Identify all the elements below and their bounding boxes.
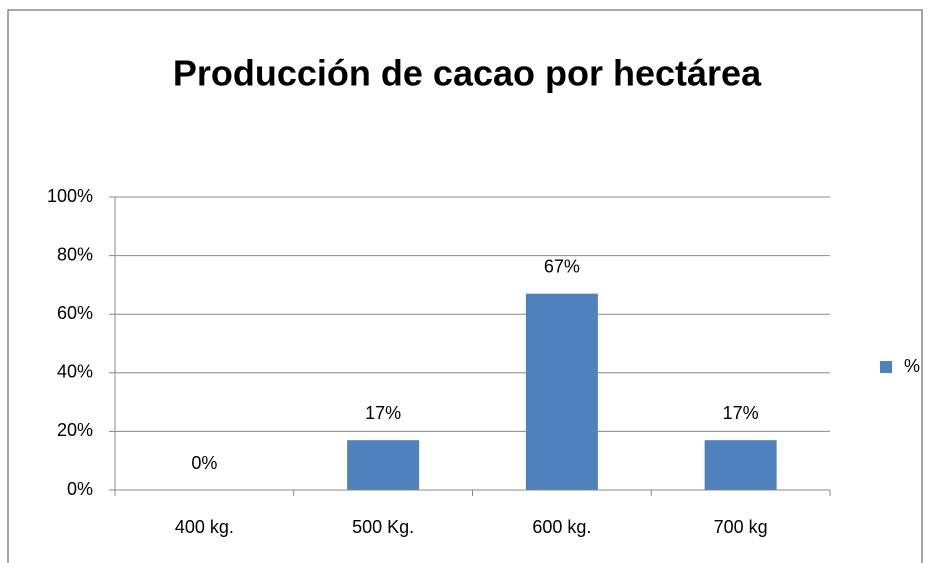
chart-border bbox=[7, 9, 923, 563]
bar bbox=[525, 293, 598, 490]
value-label: 17% bbox=[365, 403, 401, 423]
bar bbox=[704, 440, 777, 490]
y-tick-label: 0% bbox=[67, 479, 93, 499]
value-label: 17% bbox=[723, 403, 759, 423]
y-tick-label: 60% bbox=[57, 303, 93, 323]
x-tick-label: 500 Kg. bbox=[352, 517, 414, 537]
value-label: 0% bbox=[191, 453, 217, 473]
y-tick-label: 20% bbox=[57, 420, 93, 440]
legend-swatch bbox=[880, 361, 892, 373]
y-tick-label: 80% bbox=[57, 244, 93, 264]
value-label: 67% bbox=[544, 256, 580, 276]
x-tick-label: 400 kg. bbox=[175, 517, 234, 537]
chart-title: Producción de cacao por hectárea bbox=[173, 53, 762, 94]
legend-label: % bbox=[904, 356, 920, 376]
x-tick-label: 600 kg. bbox=[532, 517, 591, 537]
bar bbox=[347, 440, 420, 490]
x-tick-label: 700 kg bbox=[714, 517, 768, 537]
y-tick-label: 40% bbox=[57, 362, 93, 382]
y-tick-label: 100% bbox=[47, 186, 93, 206]
